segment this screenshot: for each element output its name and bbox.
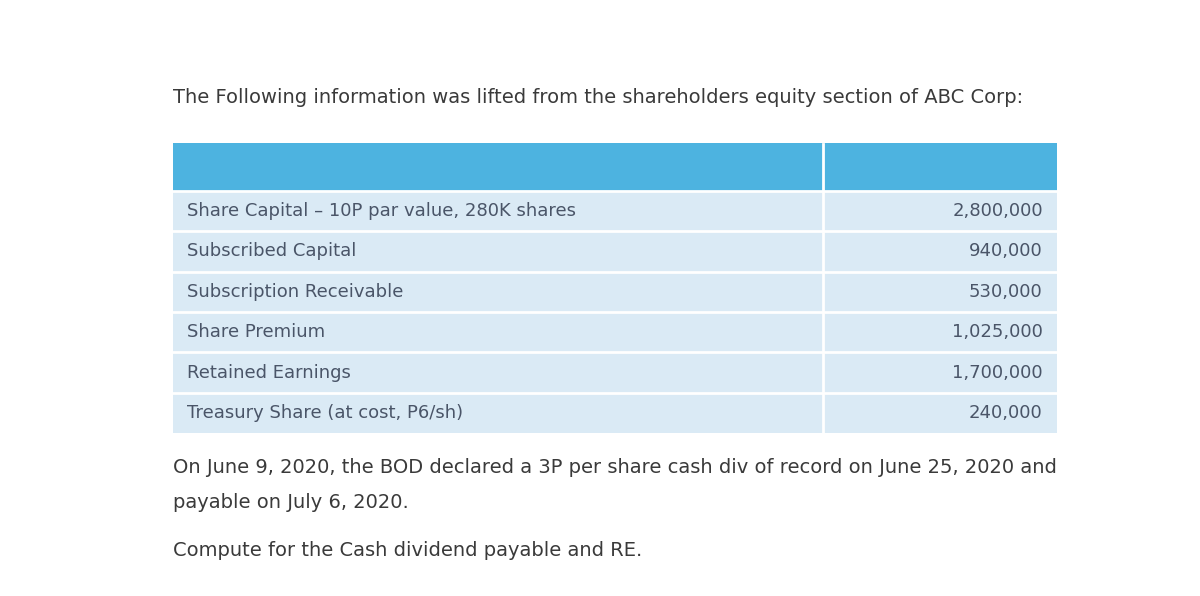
Text: Treasury Share (at cost, P6/sh): Treasury Share (at cost, P6/sh): [187, 404, 463, 422]
FancyBboxPatch shape: [173, 142, 1057, 191]
Text: 1,700,000: 1,700,000: [952, 364, 1043, 381]
Text: Subscription Receivable: Subscription Receivable: [187, 283, 403, 301]
FancyBboxPatch shape: [173, 393, 1057, 433]
FancyBboxPatch shape: [173, 352, 1057, 393]
Text: 940,000: 940,000: [970, 243, 1043, 260]
FancyBboxPatch shape: [173, 191, 1057, 231]
Text: 240,000: 240,000: [970, 404, 1043, 422]
Text: On June 9, 2020, the BOD declared a 3P per share cash div of record on June 25, : On June 9, 2020, the BOD declared a 3P p…: [173, 458, 1057, 477]
Text: Share Premium: Share Premium: [187, 323, 325, 341]
Text: Retained Earnings: Retained Earnings: [187, 364, 352, 381]
Text: Compute for the Cash dividend payable and RE.: Compute for the Cash dividend payable an…: [173, 541, 642, 560]
Text: The Following information was lifted from the shareholders equity section of ABC: The Following information was lifted fro…: [173, 88, 1024, 107]
Text: 2,800,000: 2,800,000: [952, 202, 1043, 220]
Text: Share Capital – 10P par value, 280K shares: Share Capital – 10P par value, 280K shar…: [187, 202, 576, 220]
Text: Subscribed Capital: Subscribed Capital: [187, 243, 356, 260]
FancyBboxPatch shape: [173, 312, 1057, 352]
Text: 530,000: 530,000: [970, 283, 1043, 301]
Text: payable on July 6, 2020.: payable on July 6, 2020.: [173, 493, 409, 512]
Text: 1,025,000: 1,025,000: [952, 323, 1043, 341]
FancyBboxPatch shape: [173, 231, 1057, 272]
FancyBboxPatch shape: [173, 272, 1057, 312]
